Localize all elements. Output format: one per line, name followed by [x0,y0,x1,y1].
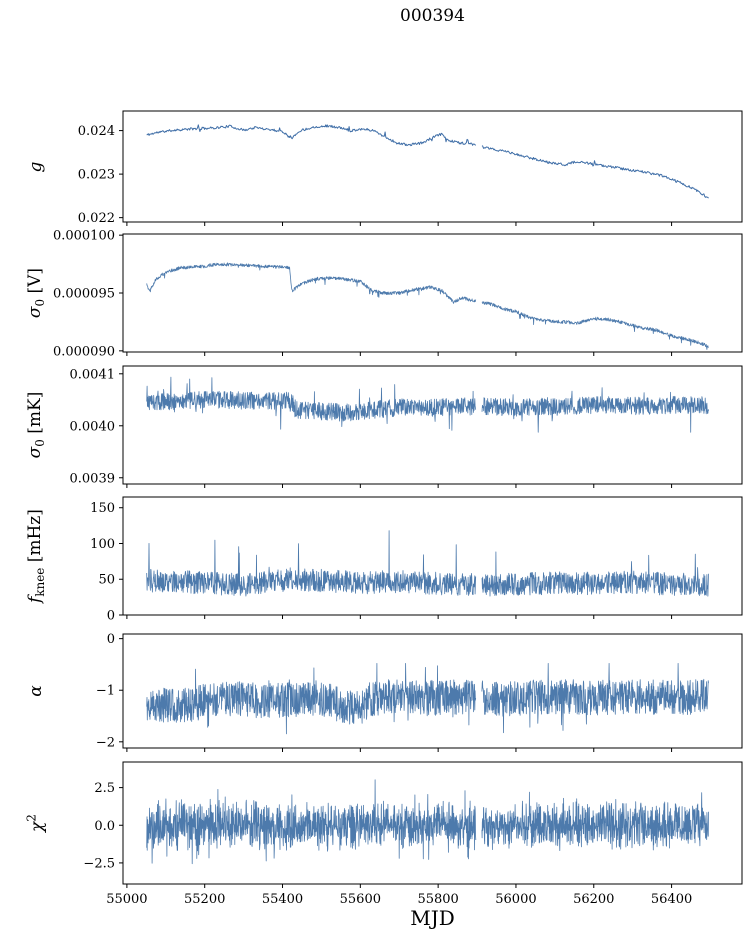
panel-frame-fknee [122,496,743,616]
y-tick-label: 0.022 [78,211,115,226]
y-tick-label: 0.0040 [70,419,116,434]
y-tick-label: 0.000095 [53,287,115,302]
x-tick-label: 55400 [262,892,303,907]
series-chi2 [146,779,709,865]
panel-frame-g [122,110,743,223]
x-tick-label: 56400 [651,892,692,907]
y-tick-label: −2.5 [83,856,115,871]
y-tick-label: 50 [98,573,115,588]
y-tick-label: 100 [90,537,115,552]
series-fknee [146,530,709,597]
x-tick-label: 55800 [417,892,458,907]
panel-frame-sigma0-mK [122,365,743,485]
x-tick-label: 56200 [573,892,614,907]
y-tick-label: 0 [107,632,115,647]
y-tick-label: 0.000090 [53,344,115,359]
series-sigma0-V [146,262,709,350]
y-tick-label: 0.0039 [70,471,116,486]
x-tick-label: 55600 [340,892,381,907]
y-tick-label: 2.5 [94,781,115,796]
y-tick-label: −2 [96,735,115,750]
y-tick-label: 0.024 [78,124,115,139]
y-tick-label: 0.023 [78,168,115,183]
series-g [146,124,709,199]
x-tick-label: 56000 [495,892,536,907]
y-tick-label: 150 [90,501,115,516]
panel-frame-sigma0-V [122,233,743,353]
y-tick-label: 0.0 [94,819,115,834]
chart-title: 000394 [400,6,465,26]
x-tick-label: 55200 [184,892,225,907]
y-tick-label: −1 [96,684,115,699]
panel-frame-alpha [122,633,743,749]
panel-frame-chi2 [122,761,743,885]
y-tick-label: 0.0041 [70,367,116,382]
y-tick-label: 0.000100 [53,229,115,244]
x-axis-label: MJD [410,906,455,930]
series-sigma0-mK [146,376,709,433]
y-tick-label: 0 [107,609,115,624]
x-tick-label: 55000 [106,892,147,907]
series-alpha [146,663,709,735]
